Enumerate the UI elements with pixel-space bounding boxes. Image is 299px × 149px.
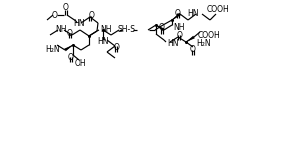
Text: H₂N: H₂N: [196, 39, 210, 49]
Text: O: O: [89, 10, 95, 20]
Text: COOH: COOH: [198, 31, 221, 41]
Text: H₂N: H₂N: [45, 45, 60, 55]
Text: HN: HN: [167, 38, 179, 48]
Polygon shape: [186, 36, 195, 42]
Text: O: O: [63, 3, 69, 13]
Text: O: O: [114, 44, 120, 52]
Text: HN: HN: [73, 20, 85, 28]
Text: O: O: [177, 31, 183, 39]
Polygon shape: [64, 45, 73, 51]
Text: NH: NH: [173, 22, 184, 31]
Text: O: O: [67, 28, 73, 38]
Text: SH-S: SH-S: [118, 25, 136, 35]
Text: HN: HN: [187, 8, 199, 17]
Text: O: O: [190, 45, 196, 55]
Polygon shape: [172, 13, 181, 20]
Text: O: O: [52, 10, 58, 20]
Polygon shape: [156, 25, 165, 31]
Text: O: O: [175, 8, 181, 17]
Text: COOH: COOH: [207, 6, 229, 14]
Text: O: O: [159, 24, 165, 32]
Text: OH: OH: [75, 59, 87, 67]
Text: HN: HN: [97, 38, 109, 46]
Text: NH: NH: [100, 25, 112, 35]
Text: NH: NH: [55, 25, 67, 35]
Text: O: O: [68, 52, 74, 62]
